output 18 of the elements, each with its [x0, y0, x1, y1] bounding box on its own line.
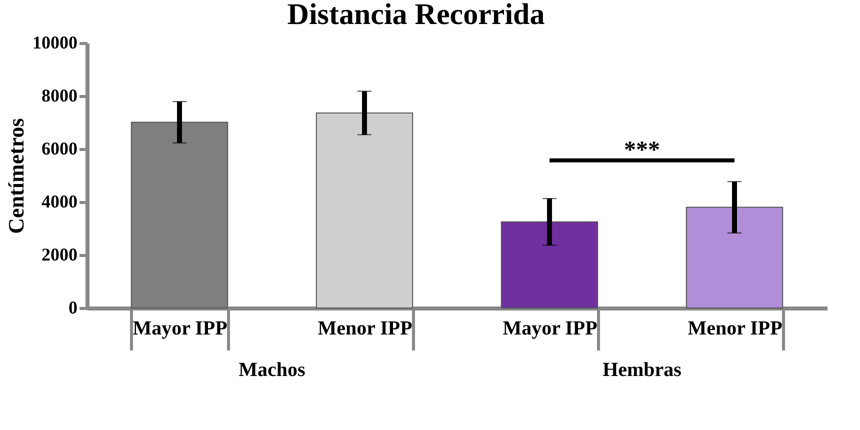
- chart-title: Distancia Recorrida: [287, 0, 545, 31]
- y-tick-label: 0: [68, 298, 78, 318]
- bar: [500, 221, 598, 308]
- text: Hembras: [602, 359, 682, 381]
- y-axis-title: Centímetros: [4, 118, 28, 234]
- y-tick-label: 8000: [42, 86, 78, 106]
- y-tick-label: 2000: [42, 244, 78, 264]
- x-tick-label: Mayor IPP: [502, 318, 598, 340]
- x-tick-label: Mayor IPP: [132, 318, 228, 340]
- annotation: ***: [624, 137, 660, 164]
- y-tick-label: 4000: [42, 192, 78, 212]
- x-tick-label: Menor IPP: [688, 318, 782, 340]
- y-tick-label: 10000: [32, 32, 78, 52]
- bar: [316, 112, 414, 308]
- bar: [686, 206, 784, 308]
- x-tick-label: Menor IPP: [318, 318, 412, 340]
- y-tick-label: 6000: [42, 138, 78, 158]
- text: Machos: [238, 359, 306, 381]
